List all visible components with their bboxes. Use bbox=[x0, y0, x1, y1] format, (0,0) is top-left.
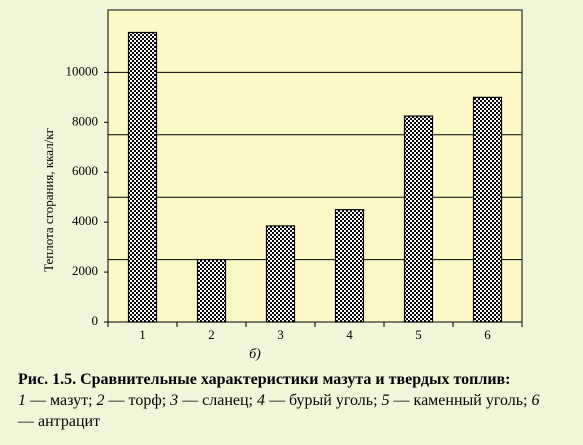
item-text: — мазут; bbox=[26, 392, 97, 409]
y-axis-label: Теплота сгорания, ккал/кг bbox=[41, 128, 56, 272]
item-text: — антрацит bbox=[18, 413, 101, 430]
item-text: — бурый уголь; bbox=[265, 392, 382, 409]
bar bbox=[196, 259, 227, 323]
item-number: 1 bbox=[18, 392, 26, 409]
y-tick-label: 8000 bbox=[72, 113, 98, 128]
bar bbox=[403, 115, 434, 323]
x-tick-label: 5 bbox=[415, 327, 422, 342]
x-axis-label: б) bbox=[249, 347, 261, 362]
x-tick-label: 4 bbox=[346, 327, 353, 342]
bar bbox=[265, 225, 296, 323]
bar bbox=[127, 31, 158, 323]
caption-title: Рис. 1.5. Сравнительные характеристики м… bbox=[18, 371, 511, 388]
y-tick-label: 0 bbox=[92, 313, 99, 328]
chart: Теплота сгорания, ккал/кг б) 0 2000 4000 60… bbox=[41, 9, 523, 362]
x-tick-label: 1 bbox=[139, 327, 146, 342]
bar bbox=[334, 209, 365, 323]
x-tick-label: 2 bbox=[208, 327, 215, 342]
y-tick-label: 6000 bbox=[72, 163, 98, 178]
x-tick-label: 3 bbox=[277, 327, 284, 342]
caption-items: 1 — мазут; 2 — торф; 3 — сланец; 4 — бур… bbox=[18, 390, 558, 432]
y-tick-label: 4000 bbox=[72, 213, 98, 228]
y-tick-label: 2000 bbox=[72, 263, 98, 278]
item-number: 3 bbox=[170, 392, 179, 409]
y-tick-label: 10000 bbox=[66, 63, 99, 78]
caption: Рис. 1.5. Сравнительные характеристики м… bbox=[18, 369, 558, 432]
item-text: — сланец; bbox=[178, 392, 257, 409]
x-tick-label: 6 bbox=[484, 327, 491, 342]
plot-area bbox=[107, 9, 523, 323]
item-text: — торф; bbox=[104, 392, 171, 409]
bar bbox=[472, 96, 503, 323]
item-number: 2 bbox=[96, 392, 105, 409]
item-number: 4 bbox=[257, 392, 265, 409]
item-number: 5 bbox=[381, 392, 390, 409]
item-text: — каменный уголь; bbox=[389, 392, 532, 409]
item-number: 6 bbox=[531, 392, 540, 409]
